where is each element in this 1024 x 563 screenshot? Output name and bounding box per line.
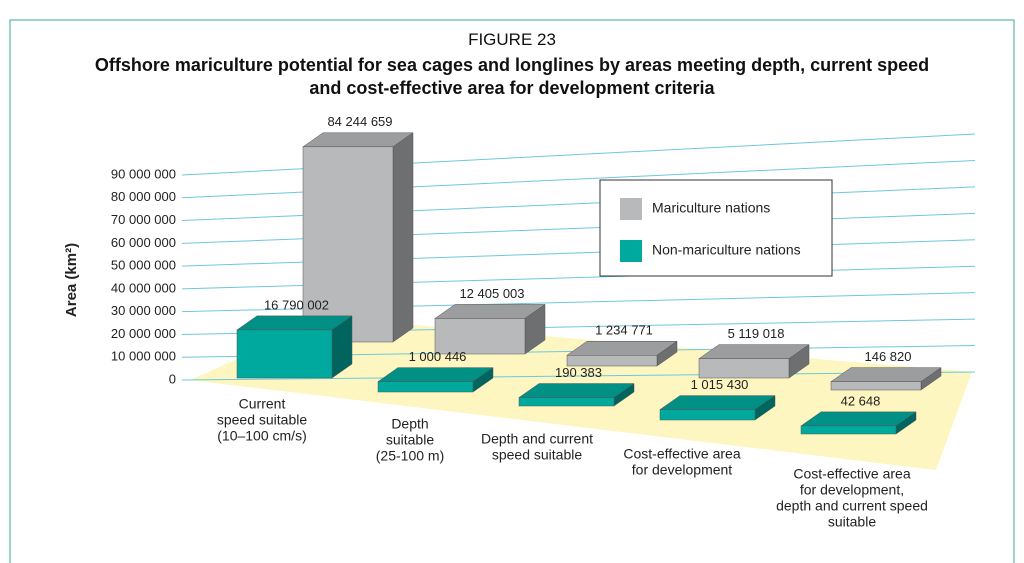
bar-front — [434, 318, 526, 355]
frame — [9, 19, 1015, 563]
value-label: 1 000 446 — [409, 349, 467, 364]
bar-front — [698, 358, 790, 379]
bar — [434, 303, 546, 355]
value-label: 42 648 — [841, 393, 881, 408]
bar-front — [518, 397, 615, 407]
bar-front — [566, 355, 658, 367]
x-tick-label: Cost-effective area — [793, 466, 910, 482]
bar — [302, 132, 414, 343]
y-tick-label: 10 000 000 — [111, 349, 176, 364]
value-label: 190 383 — [555, 365, 602, 380]
x-tick-label: (10–100 cm/s) — [217, 428, 306, 444]
grid-line — [181, 212, 976, 244]
chart-title: Offshore mariculture potential for sea c… — [94, 55, 930, 98]
y-axis-label: Area (km²) — [63, 243, 80, 317]
legend-swatch — [620, 240, 642, 262]
x-tick-label: for development, — [800, 482, 904, 498]
value-label: 5 119 018 — [728, 326, 785, 341]
figure-label: FIGURE 23 — [468, 30, 556, 49]
value-label: 12 405 003 — [459, 286, 524, 301]
y-tick-label: 80 000 000 — [111, 189, 176, 204]
legend-swatch — [620, 198, 642, 220]
y-tick-label: 0 — [169, 371, 176, 386]
grid-line — [181, 239, 976, 267]
bar-front — [830, 381, 922, 391]
x-tick-label: suitable — [828, 514, 876, 530]
bar — [377, 367, 494, 393]
x-tick-label: for development — [632, 462, 733, 478]
bar — [698, 344, 810, 379]
x-tick-label: depth and current speed — [776, 498, 928, 514]
y-tick-label: 90 000 000 — [111, 166, 176, 181]
bar-front — [659, 409, 756, 421]
bar-front — [236, 329, 333, 379]
legend-label: Non-mariculture nations — [652, 242, 801, 258]
value-label: 84 244 659 — [327, 114, 392, 129]
x-tick-label: suitable — [386, 432, 434, 448]
bar — [830, 367, 942, 391]
value-label: 16 790 002 — [264, 297, 329, 312]
value-label: 146 820 — [865, 349, 912, 364]
value-label: 1 234 771 — [595, 323, 653, 338]
bar-side — [392, 132, 414, 343]
x-tick-label: Depth — [391, 416, 428, 432]
x-tick-label: speed suitable — [217, 412, 308, 428]
x-tick-label: Cost-effective area — [623, 446, 740, 462]
legend-label: Mariculture nations — [652, 200, 770, 216]
bar — [800, 411, 917, 435]
x-tick-label: (25-100 m) — [376, 448, 444, 464]
x-tick-label: Current — [239, 396, 286, 412]
bar — [566, 340, 678, 367]
y-tick-label: 60 000 000 — [111, 235, 176, 250]
y-tick-label: 50 000 000 — [111, 258, 176, 273]
value-label: 1 015 430 — [691, 377, 749, 392]
y-tick-label: 30 000 000 — [111, 303, 176, 318]
x-tick-label: speed suitable — [492, 447, 583, 463]
grid-line — [181, 265, 976, 290]
y-tick-label: 40 000 000 — [111, 280, 176, 295]
y-tick-label: 20 000 000 — [111, 326, 176, 341]
bar — [659, 395, 776, 421]
bar — [518, 383, 635, 407]
y-tick-label: 70 000 000 — [111, 212, 176, 227]
bar-front — [800, 425, 897, 435]
bar — [236, 315, 353, 379]
x-tick-label: Depth and current — [481, 431, 593, 447]
bar-front — [377, 381, 474, 393]
grid-line — [181, 133, 976, 176]
bar-front — [302, 146, 394, 343]
